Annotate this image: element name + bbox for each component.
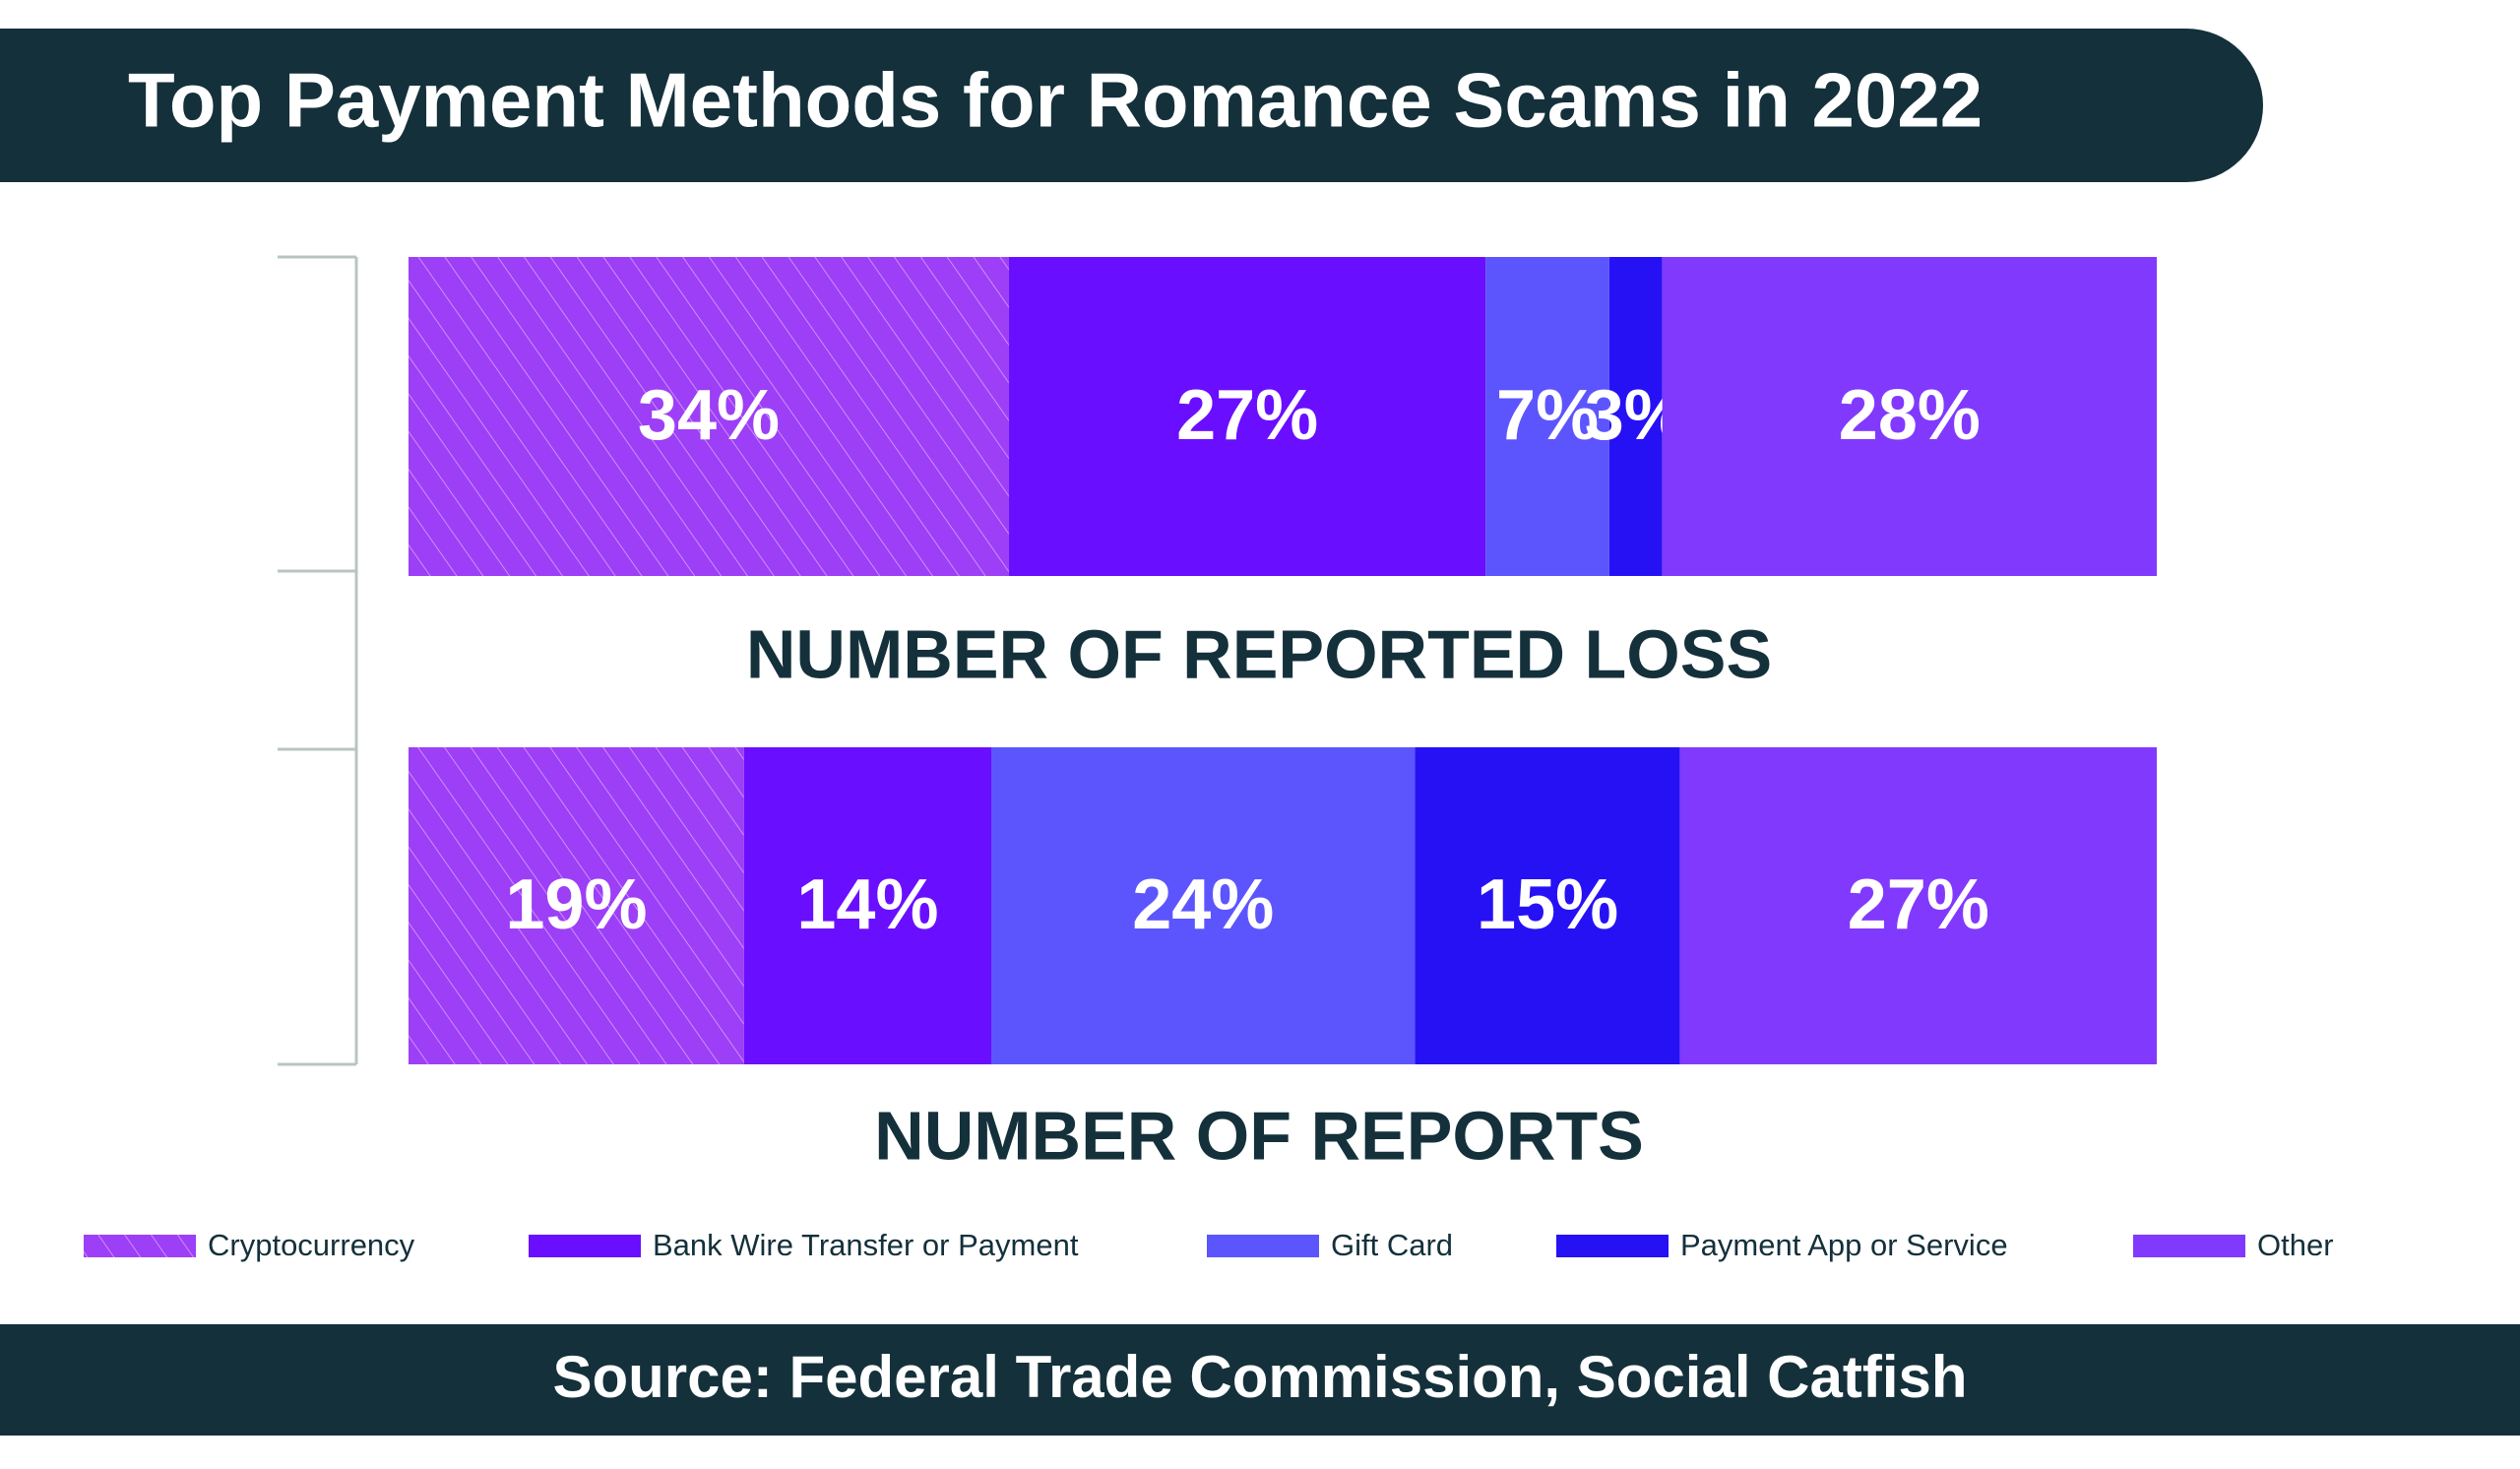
bar-segment bbox=[1679, 747, 2157, 1064]
value-label: 14% bbox=[796, 865, 938, 944]
bar-segment bbox=[1415, 747, 1680, 1064]
value-label: 27% bbox=[1848, 865, 1989, 944]
legend-label: Cryptocurrency bbox=[208, 1228, 415, 1262]
legend-swatch bbox=[529, 1235, 641, 1257]
legend-label: Other bbox=[2257, 1228, 2334, 1262]
value-label: 7% bbox=[1496, 376, 1599, 455]
chart-title: Top Payment Methods for Romance Scams in… bbox=[128, 57, 1983, 144]
bar-segment bbox=[991, 747, 1416, 1064]
bar-segment bbox=[1608, 257, 1663, 576]
value-label: 34% bbox=[638, 376, 780, 455]
legend-label: Payment App or Service bbox=[1680, 1228, 2008, 1262]
title-banner bbox=[0, 29, 2263, 182]
hatch-overlay bbox=[409, 747, 744, 1064]
value-label: 19% bbox=[505, 865, 647, 944]
value-label: 24% bbox=[1132, 865, 1274, 944]
bar-segment bbox=[1008, 257, 1486, 576]
legend-swatch bbox=[1556, 1235, 1669, 1257]
category-label: NUMBER OF REPORTED LOSS bbox=[746, 615, 1772, 692]
value-label: 15% bbox=[1477, 865, 1618, 944]
bar-segment bbox=[1662, 257, 2157, 576]
legend-swatch bbox=[2133, 1235, 2245, 1257]
legend-hatch bbox=[84, 1235, 196, 1257]
legend-label: Gift Card bbox=[1331, 1228, 1453, 1262]
bar-segment bbox=[743, 747, 991, 1064]
legend-label: Bank Wire Transfer or Payment bbox=[653, 1228, 1079, 1262]
bracket bbox=[278, 255, 358, 1066]
hatch-overlay bbox=[409, 257, 1009, 576]
source-note: Source: Federal Trade Commission, Social… bbox=[552, 1344, 1967, 1410]
value-label: 28% bbox=[1839, 376, 1981, 455]
category-label: NUMBER OF REPORTS bbox=[874, 1097, 1644, 1174]
bar-segment bbox=[1485, 257, 1609, 576]
legend-swatch bbox=[1207, 1235, 1319, 1257]
value-label: 27% bbox=[1176, 376, 1318, 455]
footer-band bbox=[0, 1324, 2520, 1436]
